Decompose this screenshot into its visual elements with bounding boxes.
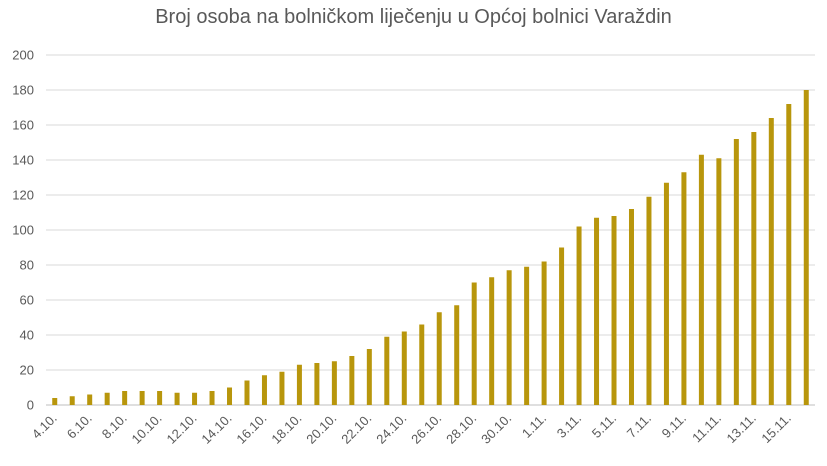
y-tick-label: 100	[12, 223, 34, 238]
bar	[541, 261, 547, 405]
x-tick-label: 6.10.	[64, 411, 95, 442]
x-tick-label: 24.10.	[373, 411, 409, 447]
bar	[576, 226, 582, 405]
x-tick-label: 12.10.	[164, 411, 200, 447]
bar	[314, 363, 320, 405]
x-tick-label: 16.10.	[233, 411, 269, 447]
x-tick-label: 15.11.	[758, 411, 793, 446]
bar	[296, 364, 302, 405]
bar	[227, 387, 233, 405]
bar	[506, 270, 512, 405]
y-tick-label: 20	[20, 363, 34, 378]
bars	[52, 90, 809, 405]
x-tick-label: 1.11.	[519, 411, 549, 441]
y-tick-label: 160	[12, 118, 34, 133]
y-tick-label: 200	[12, 48, 34, 63]
bar	[646, 196, 652, 405]
bar	[436, 312, 442, 405]
bar	[279, 371, 285, 405]
x-tick-label: 13.11.	[723, 411, 758, 446]
x-tick-label: 14.10.	[198, 411, 234, 447]
bar	[69, 396, 75, 405]
y-tick-label: 120	[12, 188, 34, 203]
bar	[803, 90, 809, 405]
x-tick-label: 9.11.	[659, 411, 689, 441]
y-tick-label: 140	[12, 153, 34, 168]
bar	[786, 104, 792, 405]
x-tick-label: 4.10.	[29, 411, 60, 442]
bar	[751, 132, 757, 405]
bar	[419, 324, 425, 405]
bar	[733, 139, 739, 405]
bar	[698, 154, 704, 405]
y-tick-label: 0	[27, 398, 34, 413]
y-tick-label: 60	[20, 293, 34, 308]
x-tick-label: 5.11.	[589, 411, 619, 441]
bar	[157, 391, 163, 405]
bar	[401, 331, 407, 405]
x-tick-label: 26.10.	[408, 411, 444, 447]
bar	[139, 391, 145, 405]
bar	[628, 209, 634, 405]
bar	[331, 361, 337, 405]
bar	[261, 375, 267, 405]
x-tick-label: 10.10.	[129, 411, 165, 447]
y-tick-label: 40	[20, 328, 34, 343]
x-tick-label: 7.11.	[624, 411, 654, 441]
y-tick-label: 80	[20, 258, 34, 273]
bar	[524, 266, 530, 405]
bar	[663, 182, 669, 405]
bar	[594, 217, 600, 405]
y-axis-ticks: 0 20 40 60 80 100 120 140 160 180 200	[12, 48, 34, 413]
bar	[87, 394, 93, 405]
bar	[454, 305, 460, 405]
chart-title: Broj osoba na bolničkom liječenju u Općo…	[155, 6, 672, 28]
x-tick-label: 3.11.	[554, 411, 584, 441]
x-axis-ticks: 4.10. 6.10. 8.10.10.10.12.10.14.10.16.10.1…	[29, 411, 794, 447]
bar	[559, 247, 565, 405]
bar	[611, 216, 617, 405]
y-tick-label: 180	[12, 83, 34, 98]
bar	[209, 391, 215, 405]
x-tick-label: 11.11.	[689, 411, 724, 446]
x-tick-label: 20.10.	[303, 411, 339, 447]
bar	[192, 392, 198, 405]
bar	[366, 349, 372, 405]
bar	[122, 391, 128, 405]
bar	[244, 380, 250, 405]
bar	[52, 398, 58, 405]
bar	[716, 158, 722, 405]
x-tick-label: 8.10.	[99, 411, 130, 442]
x-tick-label: 28.10.	[443, 411, 479, 447]
bar	[384, 336, 390, 405]
bar	[174, 392, 180, 405]
gridlines	[46, 54, 815, 406]
x-tick-label: 18.10.	[268, 411, 304, 447]
bar	[349, 356, 355, 405]
bar	[768, 118, 774, 405]
bar	[471, 282, 477, 405]
x-tick-label: 22.10.	[338, 411, 374, 447]
bar	[681, 172, 687, 405]
bar	[489, 277, 495, 405]
x-tick-label: 30.10.	[478, 411, 514, 447]
bar	[104, 392, 110, 405]
